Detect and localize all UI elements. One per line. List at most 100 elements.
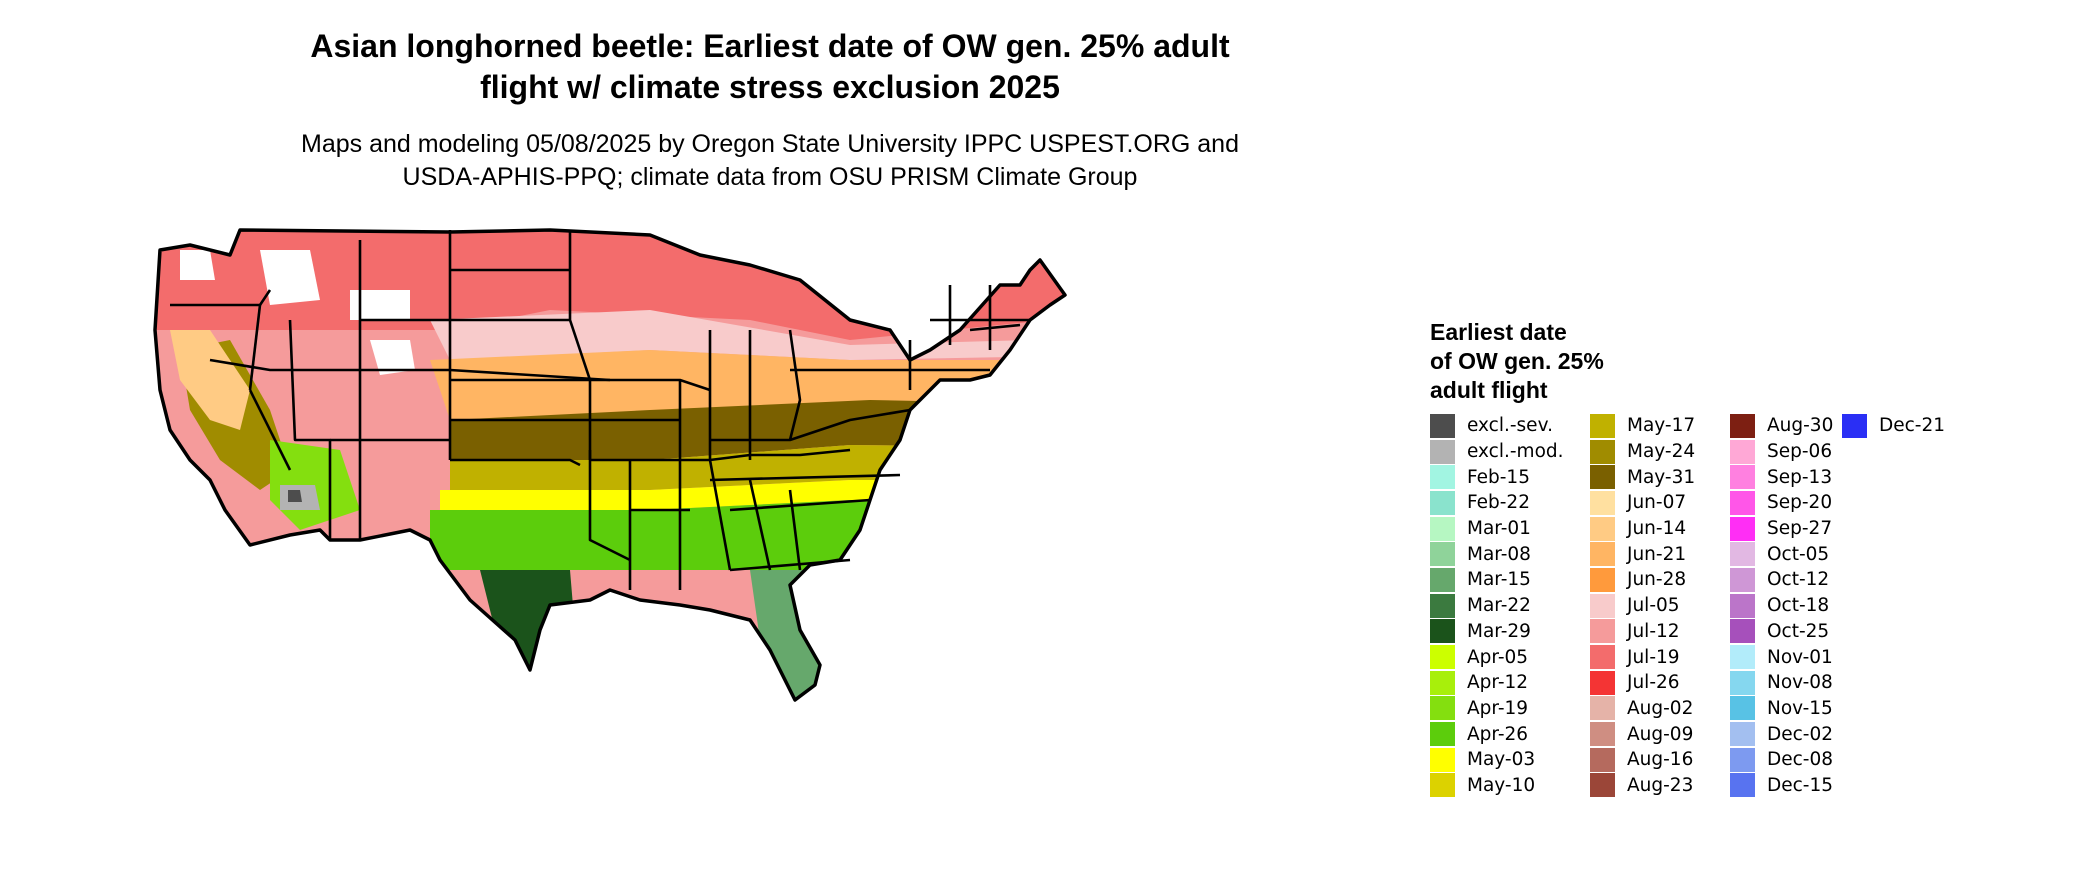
legend-swatch [1430,542,1455,567]
legend-swatch [1430,773,1455,798]
legend-swatch [1590,747,1615,772]
legend-swatch [1430,490,1455,515]
legend-label: Dec-15 [1767,774,1834,796]
legend-item: Sep-13 [1730,464,1833,490]
legend-item: Dec-21 [1842,413,1945,439]
legend-item: Oct-12 [1730,567,1833,593]
legend-item: May-24 [1590,439,1695,465]
legend-item: Mar-29 [1430,619,1564,645]
legend-item: Mar-15 [1430,567,1564,593]
legend-swatch [1590,542,1615,567]
legend-label: Apr-19 [1467,697,1529,719]
legend-item: Sep-06 [1730,439,1833,465]
legend-swatch [1590,696,1615,721]
legend-label: Mar-22 [1467,595,1531,617]
legend-swatch [1730,773,1755,798]
legend-title-line-2: of OW gen. 25% [1430,348,1604,374]
legend-swatch [1730,567,1755,592]
legend-swatch [1730,516,1755,541]
legend-label: Aug-02 [1627,697,1694,719]
legend-swatch [1590,465,1615,490]
legend-swatch [1590,490,1615,515]
map-subtitle-line-2: USDA-APHIS-PPQ; climate data from OSU PR… [402,163,1138,191]
legend-label: Sep-27 [1767,518,1833,540]
legend-item: Oct-05 [1730,541,1833,567]
legend-swatch [1430,465,1455,490]
legend-item: Nov-15 [1730,696,1833,722]
legend-swatch [1430,439,1455,464]
legend-label: Jun-14 [1627,518,1687,540]
legend-swatch [1730,593,1755,618]
legend-item: Aug-30 [1730,413,1833,439]
legend-label: Apr-05 [1467,646,1529,668]
legend-item: Apr-05 [1430,644,1564,670]
us-map [150,210,1390,890]
legend-label: Oct-18 [1767,595,1830,617]
legend-label: Jul-19 [1627,646,1680,668]
legend-item: Sep-27 [1730,516,1833,542]
legend-item: Apr-12 [1430,670,1564,696]
legend-label: Oct-05 [1767,543,1830,565]
legend-item: Nov-08 [1730,670,1833,696]
legend-swatch [1730,645,1755,670]
legend-title: Earliest date of OW gen. 25% adult fligh… [1430,318,1690,405]
legend-swatch [1430,567,1455,592]
legend-label: Jun-28 [1627,569,1687,591]
legend-item: Apr-26 [1430,721,1564,747]
legend-label: Apr-12 [1467,672,1529,694]
legend-columns: excl.-sev. excl.-mod. Feb-15 Feb-22 Mar-01 Ma… [1430,413,1945,798]
legend-title-line-1: Earliest date [1430,319,1567,345]
legend-title-line-3: adult flight [1430,377,1548,403]
map-title: Asian longhorned beetle: Earliest date o… [190,26,1350,108]
legend-label: May-24 [1627,441,1696,463]
legend-label: Sep-06 [1767,441,1833,463]
map-subtitle: Maps and modeling 05/08/2025 by Oregon S… [190,128,1350,194]
legend-label: Aug-16 [1627,749,1694,771]
legend-item: Jul-12 [1590,619,1695,645]
legend-swatch [1590,516,1615,541]
map-title-line-2: flight w/ climate stress exclusion 2025 [480,69,1060,105]
legend-swatch [1430,747,1455,772]
legend-item: Jul-19 [1590,644,1695,670]
legend-item: Feb-15 [1430,464,1564,490]
legend-label: Oct-12 [1767,569,1830,591]
legend-swatch [1430,670,1455,695]
legend-label: Jun-21 [1627,543,1687,565]
legend-swatch [1430,619,1455,644]
legend-label: Feb-15 [1467,466,1530,488]
legend-swatch [1730,747,1755,772]
legend-label: May-17 [1627,415,1696,437]
legend-label: Jul-12 [1627,620,1680,642]
legend-swatch [1730,696,1755,721]
legend-label: excl.-mod. [1467,441,1564,463]
legend-item: Jun-21 [1590,541,1695,567]
legend-label: Dec-02 [1767,723,1834,745]
legend-label: May-03 [1467,749,1536,771]
legend-column: Dec-21 [1842,413,1945,439]
legend-item: Oct-18 [1730,593,1833,619]
legend-item: Feb-22 [1430,490,1564,516]
legend-label: Aug-23 [1627,774,1694,796]
legend-swatch [1430,413,1455,438]
legend-label: Sep-20 [1767,492,1833,514]
legend-label: Aug-09 [1627,723,1694,745]
legend-label: Aug-30 [1767,415,1834,437]
legend-item: Dec-02 [1730,721,1833,747]
legend-swatch [1430,696,1455,721]
legend-item: Oct-25 [1730,619,1833,645]
legend-column: excl.-sev. excl.-mod. Feb-15 Feb-22 Mar-01 Ma… [1430,413,1564,798]
legend-label: Dec-21 [1879,415,1946,437]
legend-swatch [1842,413,1867,438]
legend-column: May-17 May-24 May-31 Jun-07 Jun-14 Jun-21 Jun-… [1590,413,1695,798]
legend-item: Jun-07 [1590,490,1695,516]
legend-item: Mar-01 [1430,516,1564,542]
legend-swatch [1730,619,1755,644]
legend-swatch [1590,773,1615,798]
legend-label: Jun-07 [1627,492,1687,514]
legend-item: Jul-05 [1590,593,1695,619]
legend-label: excl.-sev. [1467,415,1553,437]
legend-item: Aug-23 [1590,773,1695,799]
legend-item: May-17 [1590,413,1695,439]
legend-label: Apr-26 [1467,723,1529,745]
legend-item: Mar-08 [1430,541,1564,567]
